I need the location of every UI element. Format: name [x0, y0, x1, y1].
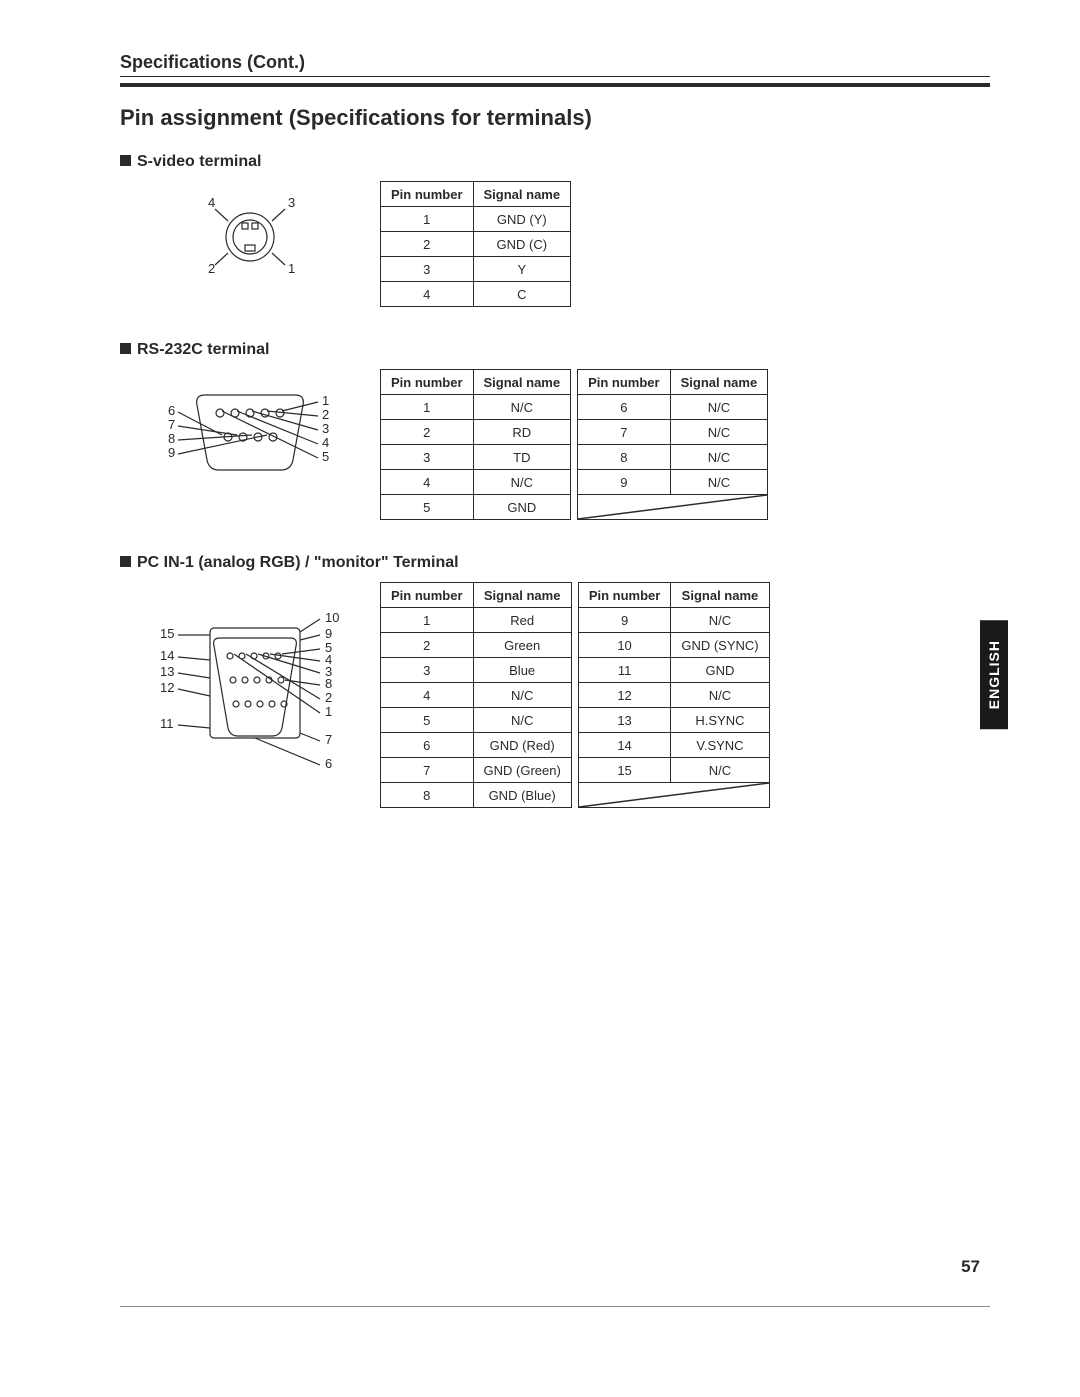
svg-text:7: 7 [325, 732, 332, 747]
bullet-icon [120, 155, 131, 166]
svg-text:1: 1 [322, 393, 329, 408]
svideo-pin2: 2 [208, 261, 215, 276]
svg-text:4: 4 [322, 435, 329, 450]
svideo-pin1: 1 [288, 261, 295, 276]
svg-text:14: 14 [160, 648, 174, 663]
svg-text:12: 12 [160, 680, 174, 695]
pcin1-diagram: 15 14 13 12 11 10 9 5 4 3 8 2 1 7 6 [120, 582, 380, 788]
svideo-pin4: 4 [208, 195, 215, 210]
svideo-pin3: 3 [288, 195, 295, 210]
pcin1-table-right: Pin numberSignal name 9N/C 10GND (SYNC) … [578, 582, 770, 808]
th-pin: Pin number [381, 182, 474, 207]
rs232c-table-left: Pin numberSignal name 1N/C 2RD 3TD 4N/C … [380, 369, 571, 520]
svideo-diagram: 4 3 2 1 [120, 181, 380, 277]
rs232c-block: RS-232C terminal 6 7 8 9 1 2 [120, 341, 990, 520]
svg-text:9: 9 [325, 626, 332, 641]
svg-text:3: 3 [322, 421, 329, 436]
header-title: Specifications (Cont.) [120, 52, 305, 72]
svg-text:6: 6 [325, 756, 332, 771]
bullet-icon [120, 556, 131, 567]
header-bar: Specifications (Cont.) [120, 52, 990, 87]
page-number: 57 [961, 1257, 980, 1277]
svg-text:5: 5 [322, 449, 329, 464]
language-tab: ENGLISH [980, 620, 1008, 729]
rs232c-diagram: 6 7 8 9 1 2 3 4 5 [120, 369, 380, 485]
empty-diag-cell [578, 495, 768, 520]
svg-text:1: 1 [325, 704, 332, 719]
pcin1-block: PC IN-1 (analog RGB) / "monitor" Termina… [120, 554, 990, 808]
footer-line [120, 1306, 990, 1307]
svg-text:8: 8 [325, 676, 332, 691]
bullet-icon [120, 343, 131, 354]
rs232c-heading: RS-232C terminal [120, 341, 990, 359]
svg-text:10: 10 [325, 610, 339, 625]
svideo-table: Pin number Signal name 1GND (Y) 2GND (C)… [380, 181, 571, 307]
section-title: Pin assignment (Specifications for termi… [120, 105, 990, 131]
empty-diag-cell [578, 783, 769, 808]
pcin1-table-left: Pin numberSignal name 1Red 2Green 3Blue … [380, 582, 572, 808]
svg-text:11: 11 [160, 716, 174, 731]
svg-text:9: 9 [168, 445, 175, 460]
svg-text:15: 15 [160, 626, 174, 641]
svideo-block: S-video terminal 4 3 2 1 [120, 153, 990, 307]
svg-text:2: 2 [325, 690, 332, 705]
svideo-heading: S-video terminal [120, 153, 990, 171]
svg-text:6: 6 [168, 403, 175, 418]
svg-text:13: 13 [160, 664, 174, 679]
rs232c-table-right: Pin numberSignal name 6N/C 7N/C 8N/C 9N/… [577, 369, 768, 520]
th-signal: Signal name [473, 182, 571, 207]
svg-text:8: 8 [168, 431, 175, 446]
svg-text:7: 7 [168, 417, 175, 432]
pcin1-heading: PC IN-1 (analog RGB) / "monitor" Termina… [120, 554, 990, 572]
page: Specifications (Cont.) Pin assignment (S… [0, 0, 1080, 1397]
svg-text:2: 2 [322, 407, 329, 422]
